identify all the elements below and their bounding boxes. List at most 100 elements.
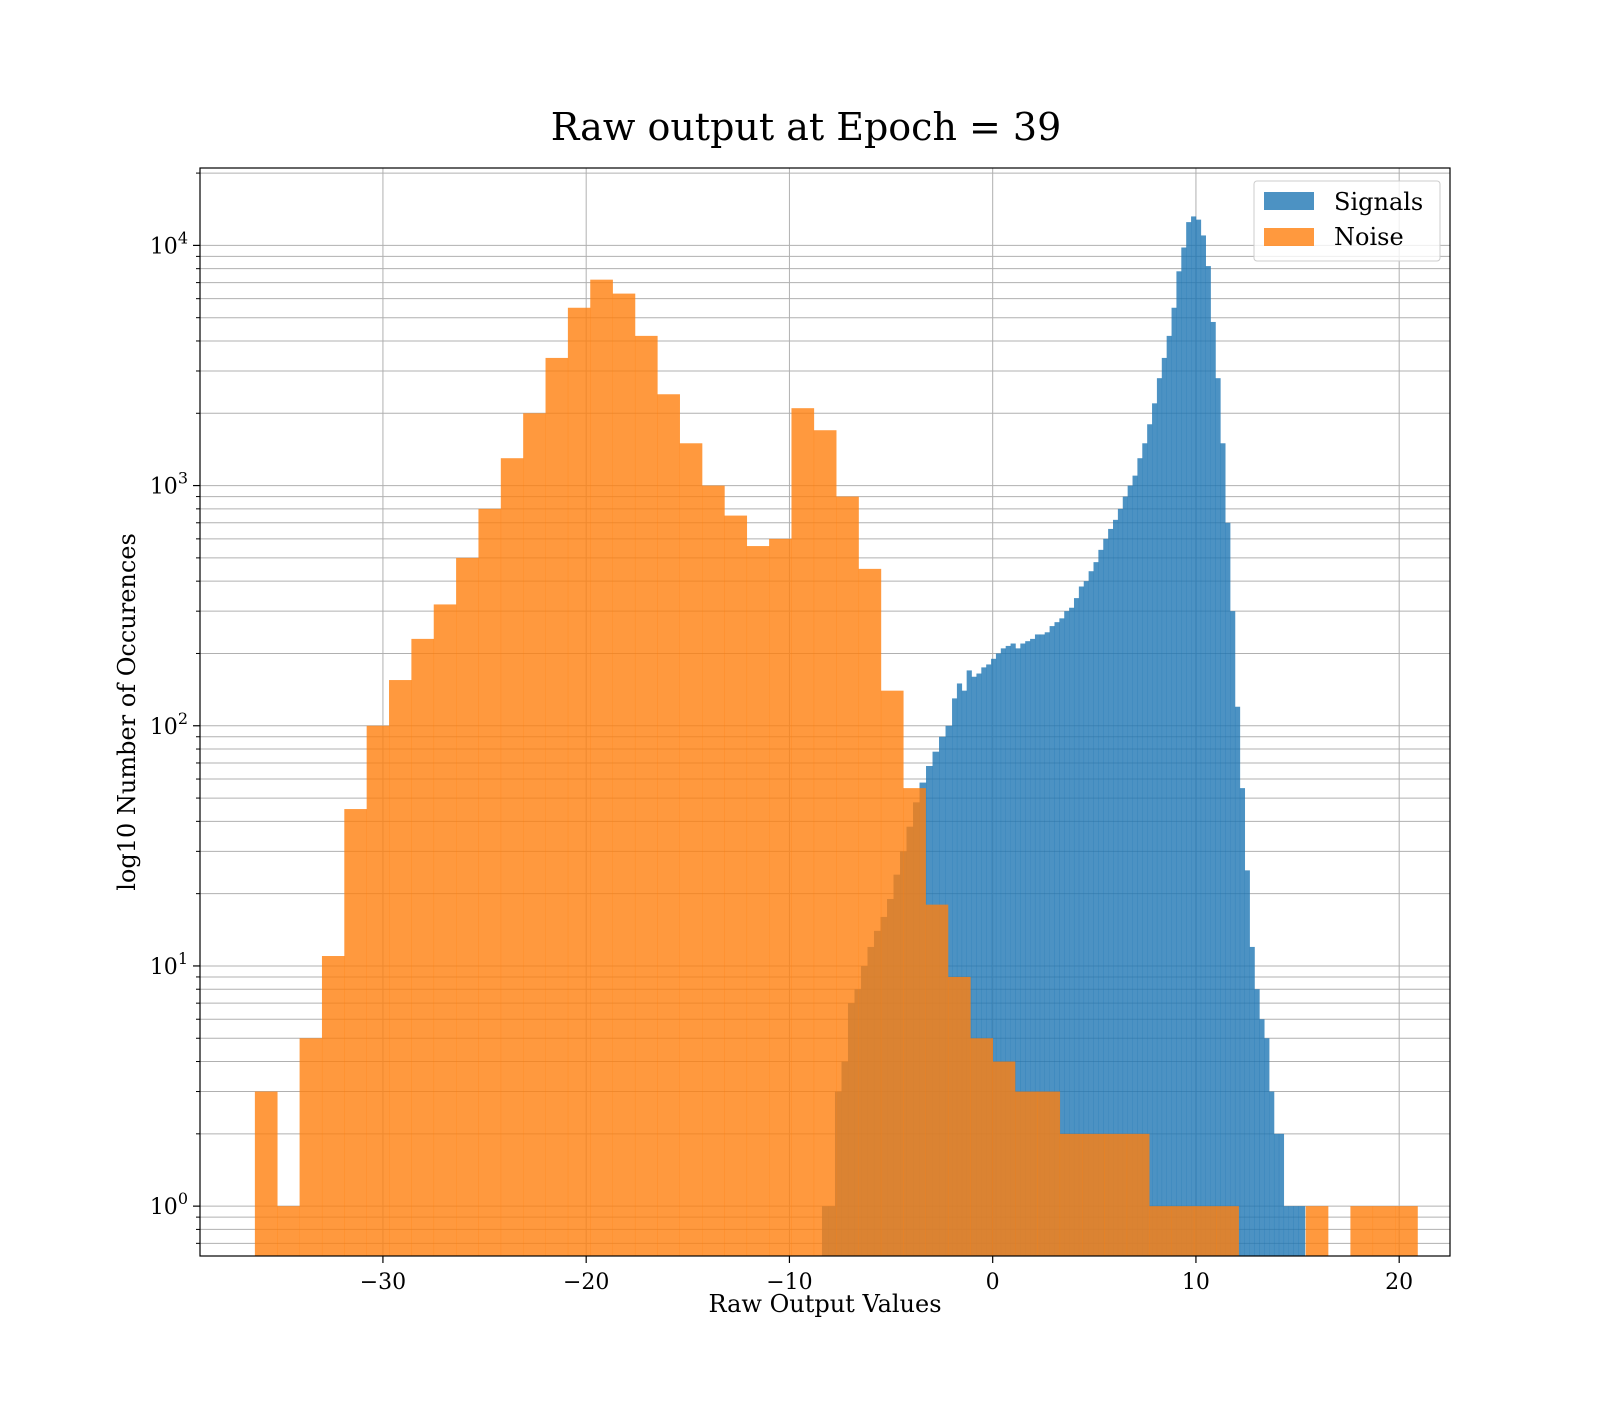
series-noise xyxy=(254,279,1418,1257)
bar-noise xyxy=(277,1206,300,1256)
bar-signals xyxy=(1205,266,1211,1257)
bar-noise xyxy=(925,904,949,1256)
bar-signals xyxy=(966,670,972,1256)
x-tick-label: 0 xyxy=(986,1270,1000,1295)
bar-signals xyxy=(1127,485,1133,1256)
bar-signals xyxy=(1254,989,1260,1256)
bar-signals xyxy=(1156,378,1163,1256)
bar-signals xyxy=(1195,219,1202,1256)
bar-noise xyxy=(567,307,591,1256)
bar-signals xyxy=(1147,424,1153,1257)
bar-noise xyxy=(1216,1206,1239,1256)
bar-signals xyxy=(1288,1206,1294,1256)
bar-noise xyxy=(1126,1133,1150,1256)
bar-noise xyxy=(344,809,367,1256)
bar-signals xyxy=(1044,632,1050,1256)
bar-noise xyxy=(1193,1206,1217,1256)
bar-signals xyxy=(1098,549,1104,1256)
y-tick-label: 102 xyxy=(150,709,188,740)
bar-signals xyxy=(1039,634,1046,1256)
bar-signals xyxy=(995,653,1002,1256)
bar-signals xyxy=(1122,496,1128,1257)
bar-signals xyxy=(1273,1133,1280,1256)
bar-signals xyxy=(1176,271,1182,1256)
bar-signals xyxy=(1200,235,1206,1256)
bar-signals xyxy=(991,658,997,1256)
bar-signals xyxy=(1171,307,1177,1256)
bar-signals xyxy=(1088,571,1094,1256)
bar-signals xyxy=(1191,216,1197,1256)
bar-signals xyxy=(981,667,987,1256)
x-tick-label: −10 xyxy=(766,1270,812,1295)
bar-noise xyxy=(970,1038,993,1256)
bar-signals xyxy=(976,673,982,1256)
bar-noise xyxy=(545,357,569,1256)
bar-noise xyxy=(858,568,882,1256)
y-axis: 100 101 102 103 104 xyxy=(150,172,200,1244)
bar-signals xyxy=(1117,508,1124,1256)
y-axis-label: log10 Number of Occurences xyxy=(113,533,141,891)
bar-signals xyxy=(1059,618,1065,1256)
bar-signals xyxy=(1078,586,1085,1256)
bar-signals xyxy=(1083,581,1089,1256)
bar-signals xyxy=(1244,870,1250,1256)
bar-noise xyxy=(813,430,837,1256)
bar-signals xyxy=(1020,643,1026,1256)
bar-signals xyxy=(1137,458,1143,1256)
bar-signals xyxy=(1278,1133,1285,1256)
bar-noise xyxy=(702,485,725,1256)
bar-signals xyxy=(1161,357,1167,1256)
bar-noise xyxy=(590,279,613,1256)
bar-noise xyxy=(478,508,502,1256)
bar-signals xyxy=(1030,638,1036,1256)
legend-label-noise: Noise xyxy=(1334,223,1404,251)
bar-noise xyxy=(389,680,412,1256)
bar-noise xyxy=(1082,1133,1105,1256)
bar-noise xyxy=(1350,1206,1374,1256)
legend-swatch-signals xyxy=(1264,192,1314,210)
bar-noise xyxy=(724,515,748,1256)
bar-noise xyxy=(1305,1206,1329,1256)
bar-noise xyxy=(634,335,658,1256)
bar-signals xyxy=(1025,641,1031,1256)
chart-title: Raw output at Epoch = 39 xyxy=(551,105,1062,149)
legend: Signals Noise xyxy=(1253,180,1441,262)
y-tick-label: 103 xyxy=(150,469,188,500)
bar-noise xyxy=(791,408,815,1256)
bar-signals xyxy=(1298,1206,1306,1256)
bar-noise xyxy=(836,496,859,1257)
bar-signals xyxy=(1010,643,1016,1256)
bar-signals xyxy=(1234,706,1241,1256)
bar-noise xyxy=(746,546,770,1256)
bar-signals xyxy=(1093,562,1099,1256)
bar-noise xyxy=(1171,1206,1195,1256)
bar-noise xyxy=(612,293,636,1256)
x-tick-label: −30 xyxy=(360,1270,406,1295)
bar-noise xyxy=(254,1091,278,1256)
bar-signals xyxy=(956,683,963,1256)
bar-signals xyxy=(1049,626,1055,1256)
legend-swatch-noise xyxy=(1264,228,1314,246)
y-tick-label: 101 xyxy=(150,949,188,980)
bar-signals xyxy=(1220,443,1226,1257)
bar-signals xyxy=(1249,946,1255,1256)
bar-signals xyxy=(1239,788,1246,1256)
bar-noise xyxy=(903,788,926,1256)
bar-noise xyxy=(523,413,546,1256)
bar-signals xyxy=(1000,648,1006,1256)
bar-noise xyxy=(411,638,435,1256)
bar-signals xyxy=(1186,222,1192,1256)
bar-noise xyxy=(500,458,524,1256)
bar-signals xyxy=(1064,611,1070,1256)
bar-signals xyxy=(1230,611,1236,1256)
bar-signals xyxy=(971,676,977,1256)
bar-signals xyxy=(1034,634,1041,1256)
bar-signals xyxy=(1259,1019,1265,1256)
bar-noise xyxy=(657,394,680,1256)
bar-signals xyxy=(1103,538,1109,1256)
bar-signals xyxy=(1166,335,1172,1256)
bar-noise xyxy=(880,690,904,1256)
bar-signals xyxy=(1269,1091,1275,1256)
